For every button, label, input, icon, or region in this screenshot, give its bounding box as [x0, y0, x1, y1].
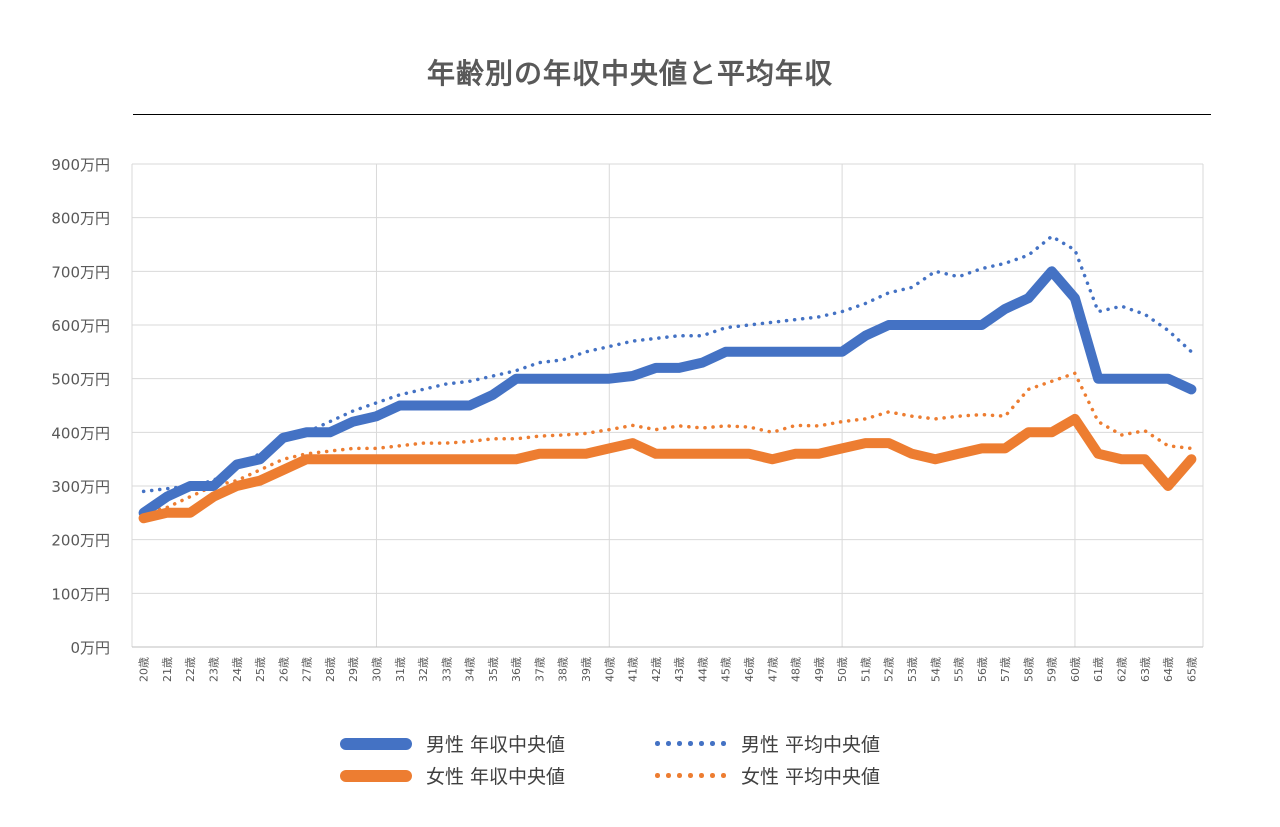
x-tick-label: 60歳: [1069, 657, 1082, 682]
x-tick-label: 62歳: [1116, 657, 1129, 682]
y-tick-label: 200万円: [51, 532, 110, 550]
x-tick-label: 36歳: [510, 657, 523, 682]
x-tick-label: 65歳: [1185, 657, 1198, 682]
x-tick-label: 49歳: [813, 657, 826, 682]
x-tick-label: 58歳: [1022, 657, 1035, 682]
x-tick-label: 33歳: [440, 657, 453, 682]
x-tick-label: 26歳: [277, 657, 290, 682]
legend-swatch-female-average: [655, 773, 727, 778]
series-line-2: [138, 413, 1197, 524]
x-tick-label: 41歳: [627, 657, 640, 682]
x-tick-label: 64歳: [1162, 657, 1175, 682]
x-tick-label: 63歳: [1139, 657, 1152, 682]
x-tick-label: 43歳: [673, 657, 686, 682]
x-tick-label: 23歳: [207, 657, 220, 682]
x-tick-label: 21歳: [161, 657, 174, 682]
x-tick-label: 25歳: [254, 657, 267, 682]
axes: [131, 164, 1204, 648]
x-tick-label: 51歳: [859, 657, 872, 682]
legend-item-female-average: 女性 平均中央値: [655, 762, 880, 789]
x-tick-label: 54歳: [929, 657, 942, 682]
title-divider: [133, 114, 1211, 115]
x-tick-label: 44歳: [696, 657, 709, 682]
x-tick-label: 47歳: [766, 657, 779, 682]
x-tick-label: 59歳: [1046, 657, 1059, 682]
x-tick-label: 39歳: [580, 657, 593, 682]
gridlines: [132, 163, 1203, 647]
x-tick-label: 61歳: [1092, 657, 1105, 682]
x-tick-label: 35歳: [487, 657, 500, 682]
x-tick-labels: 20歳 21歳 22歳 23歳 24歳 25歳 26歳 27歳 28歳 29歳 30歳 31歳 32歳 3…: [138, 657, 1199, 682]
x-tick-label: 52歳: [883, 657, 896, 682]
x-tick-label: 42歳: [650, 657, 663, 682]
y-tick-label: 900万円: [51, 156, 110, 174]
y-tick-label: 700万円: [51, 263, 110, 281]
x-tick-label: 40歳: [603, 657, 616, 682]
x-tick-label: 30歳: [370, 657, 383, 682]
y-tick-label: 500万円: [51, 371, 110, 389]
x-tick-label: 48歳: [790, 657, 803, 682]
x-tick-label: 24歳: [231, 657, 244, 682]
x-tick-label: 46歳: [743, 657, 756, 682]
legend-label-male-average: 男性 平均中央値: [741, 734, 881, 756]
x-tick-label: 28歳: [324, 657, 337, 682]
legend-label-male-median: 男性 年収中央値: [426, 734, 566, 756]
x-tick-label: 27歳: [301, 657, 314, 682]
y-tick-label: 800万円: [51, 210, 110, 228]
x-tick-label: 29歳: [347, 657, 360, 682]
y-tick-label: 300万円: [51, 478, 110, 496]
y-tick-labels: 0万円 100万円 200万円 300万円 400万円 500万円 600万円 700万円 80…: [51, 156, 110, 657]
x-tick-label: 45歳: [720, 657, 733, 682]
x-tick-label: 57歳: [999, 657, 1012, 682]
y-tick-label: 600万円: [51, 317, 110, 335]
legend-label-female-average: 女性 平均中央値: [741, 766, 881, 788]
series-line-1: [141, 234, 1194, 494]
y-tick-label: 400万円: [51, 424, 110, 442]
x-tick-label: 50歳: [836, 657, 849, 682]
legend-swatch-male-median: [340, 737, 412, 750]
y-tick-label: 100万円: [51, 585, 110, 603]
x-tick-label: 37歳: [533, 657, 546, 682]
series-line-3: [141, 371, 1194, 515]
legend-item-male-median: 男性 年収中央値: [340, 730, 565, 757]
x-tick-label: 55歳: [953, 657, 966, 682]
x-tick-label: 22歳: [184, 657, 197, 682]
x-tick-label: 56歳: [976, 657, 989, 682]
series-line-0: [138, 266, 1197, 518]
legend-item-male-average: 男性 平均中央値: [655, 730, 880, 757]
y-tick-label: 0万円: [70, 639, 110, 657]
chart-title: 年齢別の年収中央値と平均年収: [426, 57, 833, 90]
x-tick-label: 31歳: [394, 657, 407, 682]
x-tick-label: 20歳: [138, 657, 151, 682]
x-tick-label: 32歳: [417, 657, 430, 682]
x-tick-label: 34歳: [464, 657, 477, 682]
legend-item-female-median: 女性 年収中央値: [340, 762, 565, 789]
legend-label-female-median: 女性 年収中央値: [426, 766, 566, 788]
x-tick-label: 53歳: [906, 657, 919, 682]
x-tick-label: 38歳: [557, 657, 570, 682]
legend-swatch-female-median: [340, 769, 412, 782]
legend-swatch-male-average: [655, 741, 727, 746]
series-lines: [138, 234, 1197, 524]
